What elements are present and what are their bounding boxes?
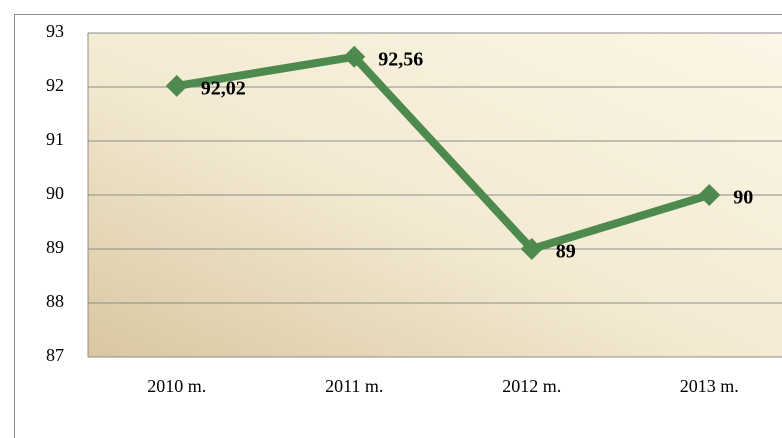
marker [520, 238, 543, 260]
x-tick-label: 2012 m. [502, 376, 561, 396]
x-tick-label: 2011 m. [325, 376, 383, 396]
y-tick-label: 92 [46, 75, 64, 95]
x-tick-label: 2013 m. [680, 376, 739, 396]
marker [343, 45, 366, 68]
y-tick-label: 93 [46, 21, 64, 41]
data-label: 90 [733, 187, 753, 209]
y-tick-label: 90 [46, 183, 64, 203]
y-tick-label: 88 [46, 291, 64, 311]
marker [698, 184, 721, 206]
y-tick-label: 87 [46, 345, 64, 365]
x-tick-label: 2010 m. [147, 376, 206, 396]
data-label: 92,56 [378, 48, 423, 70]
y-tick-label: 89 [46, 237, 64, 257]
y-tick-label: 91 [46, 129, 64, 149]
data-label: 89 [556, 241, 576, 263]
marker [165, 74, 188, 97]
data-label: 92,02 [201, 78, 246, 100]
data-line [176, 52, 711, 253]
